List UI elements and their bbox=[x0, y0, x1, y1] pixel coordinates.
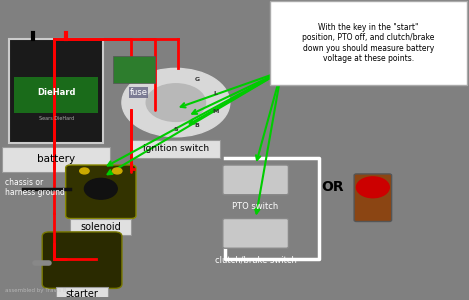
FancyBboxPatch shape bbox=[66, 165, 136, 218]
Text: S: S bbox=[174, 127, 178, 132]
Text: chassis or
harness ground: chassis or harness ground bbox=[5, 178, 65, 197]
Text: M: M bbox=[212, 109, 219, 114]
Text: Sears DieHard: Sears DieHard bbox=[38, 116, 74, 122]
Text: assembled by Travis B.: assembled by Travis B. bbox=[5, 288, 68, 293]
Text: With the key in the "start"
position, PTO off, and clutch/brake
down you should : With the key in the "start" position, PT… bbox=[302, 23, 434, 63]
Circle shape bbox=[356, 177, 389, 198]
FancyBboxPatch shape bbox=[2, 147, 110, 172]
Text: solenoid: solenoid bbox=[81, 222, 121, 232]
Circle shape bbox=[80, 168, 89, 174]
Text: G: G bbox=[194, 77, 199, 82]
Text: DieHard: DieHard bbox=[37, 88, 76, 97]
FancyBboxPatch shape bbox=[42, 232, 122, 288]
FancyBboxPatch shape bbox=[223, 165, 288, 195]
FancyBboxPatch shape bbox=[131, 140, 220, 158]
Text: starter: starter bbox=[66, 289, 98, 299]
FancyBboxPatch shape bbox=[270, 2, 467, 85]
FancyBboxPatch shape bbox=[9, 39, 103, 143]
Text: OR: OR bbox=[322, 180, 344, 194]
Text: PTO switch: PTO switch bbox=[233, 202, 279, 211]
Text: clutch/brake switch: clutch/brake switch bbox=[215, 256, 296, 265]
FancyBboxPatch shape bbox=[14, 77, 98, 113]
Circle shape bbox=[113, 168, 122, 174]
FancyBboxPatch shape bbox=[56, 287, 108, 300]
Text: fuse: fuse bbox=[129, 88, 147, 97]
Circle shape bbox=[122, 68, 230, 137]
FancyBboxPatch shape bbox=[354, 174, 392, 221]
FancyBboxPatch shape bbox=[113, 56, 155, 83]
Text: B: B bbox=[195, 123, 199, 128]
FancyBboxPatch shape bbox=[223, 218, 288, 248]
Circle shape bbox=[146, 84, 205, 122]
Circle shape bbox=[84, 178, 117, 199]
Text: battery: battery bbox=[37, 154, 76, 164]
Text: ignition switch: ignition switch bbox=[143, 144, 209, 153]
FancyBboxPatch shape bbox=[70, 218, 131, 235]
Text: L: L bbox=[213, 91, 218, 96]
